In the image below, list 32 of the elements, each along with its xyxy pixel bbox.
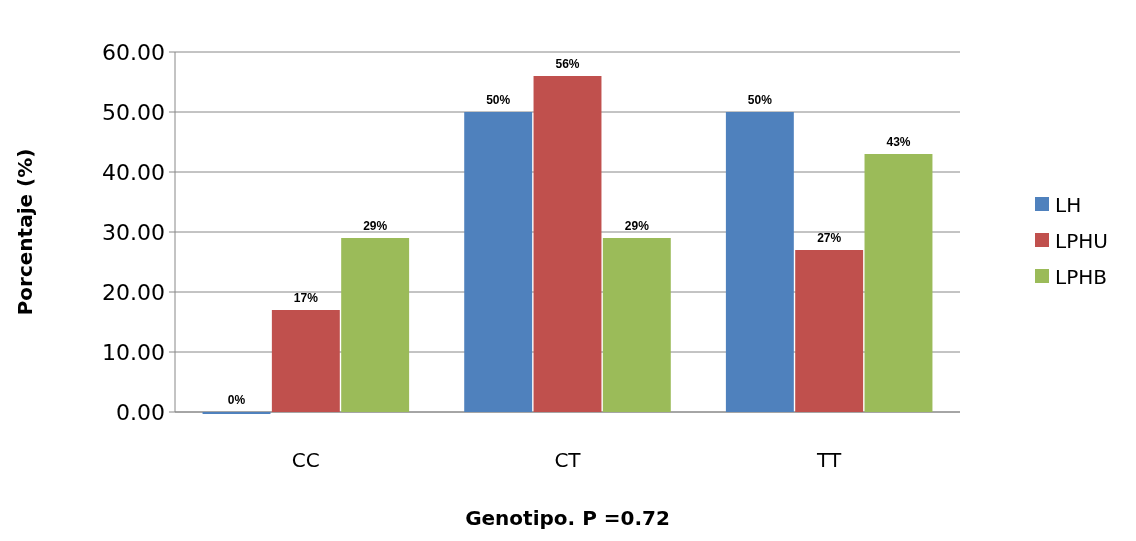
bar xyxy=(464,112,533,412)
y-tick-label: 0.00 xyxy=(116,399,165,425)
data-label: 27% xyxy=(817,231,842,245)
y-tick-label: 30.00 xyxy=(102,219,165,245)
bar xyxy=(864,154,933,412)
data-label: 0% xyxy=(227,393,246,407)
data-label: 50% xyxy=(747,93,773,107)
x-axis-title: Genotipo. P =0.72 xyxy=(465,506,670,530)
legend-label: LH xyxy=(1055,193,1082,217)
legend-label: LPHB xyxy=(1055,265,1107,289)
data-label: 50% xyxy=(486,93,511,107)
data-label: 56% xyxy=(555,57,580,71)
y-axis-title: Porcentaje (%) xyxy=(13,148,37,316)
bar xyxy=(795,250,864,412)
data-label: 29% xyxy=(624,219,650,233)
bar xyxy=(533,76,602,412)
y-tick-label: 10.00 xyxy=(102,339,165,365)
bar xyxy=(725,112,794,412)
bar xyxy=(341,238,410,412)
data-label: 17% xyxy=(293,291,319,305)
y-tick-label: 20.00 xyxy=(102,279,165,305)
y-tick-label: 40.00 xyxy=(102,159,165,185)
y-tick-label: 50.00 xyxy=(102,99,165,125)
bar xyxy=(602,238,671,412)
x-tick-label: CC xyxy=(291,448,320,472)
data-label: 43% xyxy=(886,135,911,149)
x-tick-label: TT xyxy=(816,448,842,472)
data-label: 29% xyxy=(363,219,388,233)
legend-label: LPHU xyxy=(1055,229,1108,253)
y-tick-label: 60.00 xyxy=(102,39,165,65)
x-tick-label: CT xyxy=(554,448,582,472)
bar xyxy=(271,310,340,412)
